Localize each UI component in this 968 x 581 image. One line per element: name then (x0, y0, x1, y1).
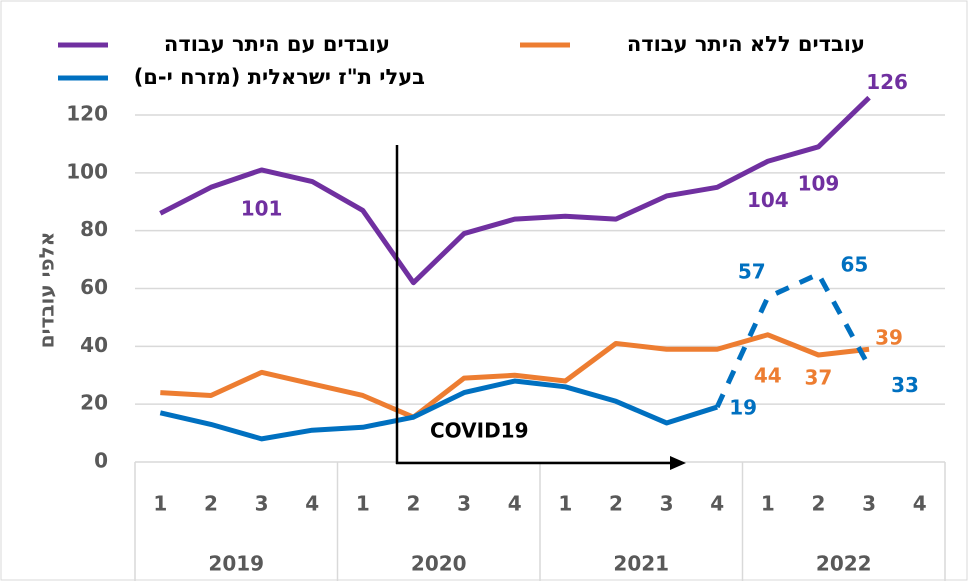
legend-label: עובדים עם היתר עבודה (164, 32, 390, 56)
data-label: 104 (747, 188, 789, 212)
year-label: 2020 (411, 552, 467, 576)
x-tick-label: 1 (153, 492, 167, 516)
data-label: 126 (866, 70, 908, 94)
series-line (159, 95, 871, 286)
x-tick-label: 1 (558, 492, 572, 516)
data-label: 65 (841, 253, 869, 277)
x-tick-label: 2 (609, 492, 623, 516)
data-label: 19 (729, 396, 757, 420)
data-label: 33 (891, 373, 919, 397)
legend-label: בעלי ת"ז ישראלית (מזרח י-ם) (134, 65, 425, 89)
year-label: 2022 (816, 552, 872, 576)
data-label: 37 (805, 366, 833, 390)
x-tick-label: 4 (913, 492, 927, 516)
x-tick-label: 4 (508, 492, 522, 516)
x-tick-label: 2 (406, 492, 420, 516)
annotation: COVID19 (430, 419, 529, 443)
series-line (159, 378, 718, 442)
legend-label: עובדים ללא היתר עבודה (627, 32, 865, 56)
x-tick-label: 4 (305, 492, 319, 516)
y-tick-label: 120 (66, 102, 108, 126)
x-tick-label: 3 (457, 492, 471, 516)
data-label: 101 (241, 196, 283, 220)
data-label: 57 (738, 260, 766, 284)
data-label: 39 (875, 326, 903, 350)
year-label: 2021 (613, 552, 669, 576)
x-tick-label: 2 (811, 492, 825, 516)
y-tick-label: 60 (80, 275, 108, 299)
x-tick-label: 3 (862, 492, 876, 516)
y-tick-label: 40 (80, 333, 108, 357)
x-tick-label: 2 (204, 492, 218, 516)
y-tick-label: 80 (80, 217, 108, 241)
series-line (714, 271, 872, 409)
x-tick-label: 3 (660, 492, 674, 516)
y-axis-label: אלפי עובדים (35, 232, 59, 349)
series-line (160, 332, 870, 420)
y-tick-label: 0 (94, 449, 108, 473)
x-tick-label: 1 (356, 492, 370, 516)
data-label: 109 (798, 171, 840, 195)
x-tick-label: 3 (255, 492, 269, 516)
arrow-head (670, 456, 686, 470)
y-tick-label: 100 (66, 159, 108, 183)
y-tick-label: 20 (80, 391, 108, 415)
x-tick-label: 1 (761, 492, 775, 516)
data-label: 44 (754, 363, 782, 387)
year-label: 2019 (208, 552, 264, 576)
x-tick-label: 4 (710, 492, 724, 516)
